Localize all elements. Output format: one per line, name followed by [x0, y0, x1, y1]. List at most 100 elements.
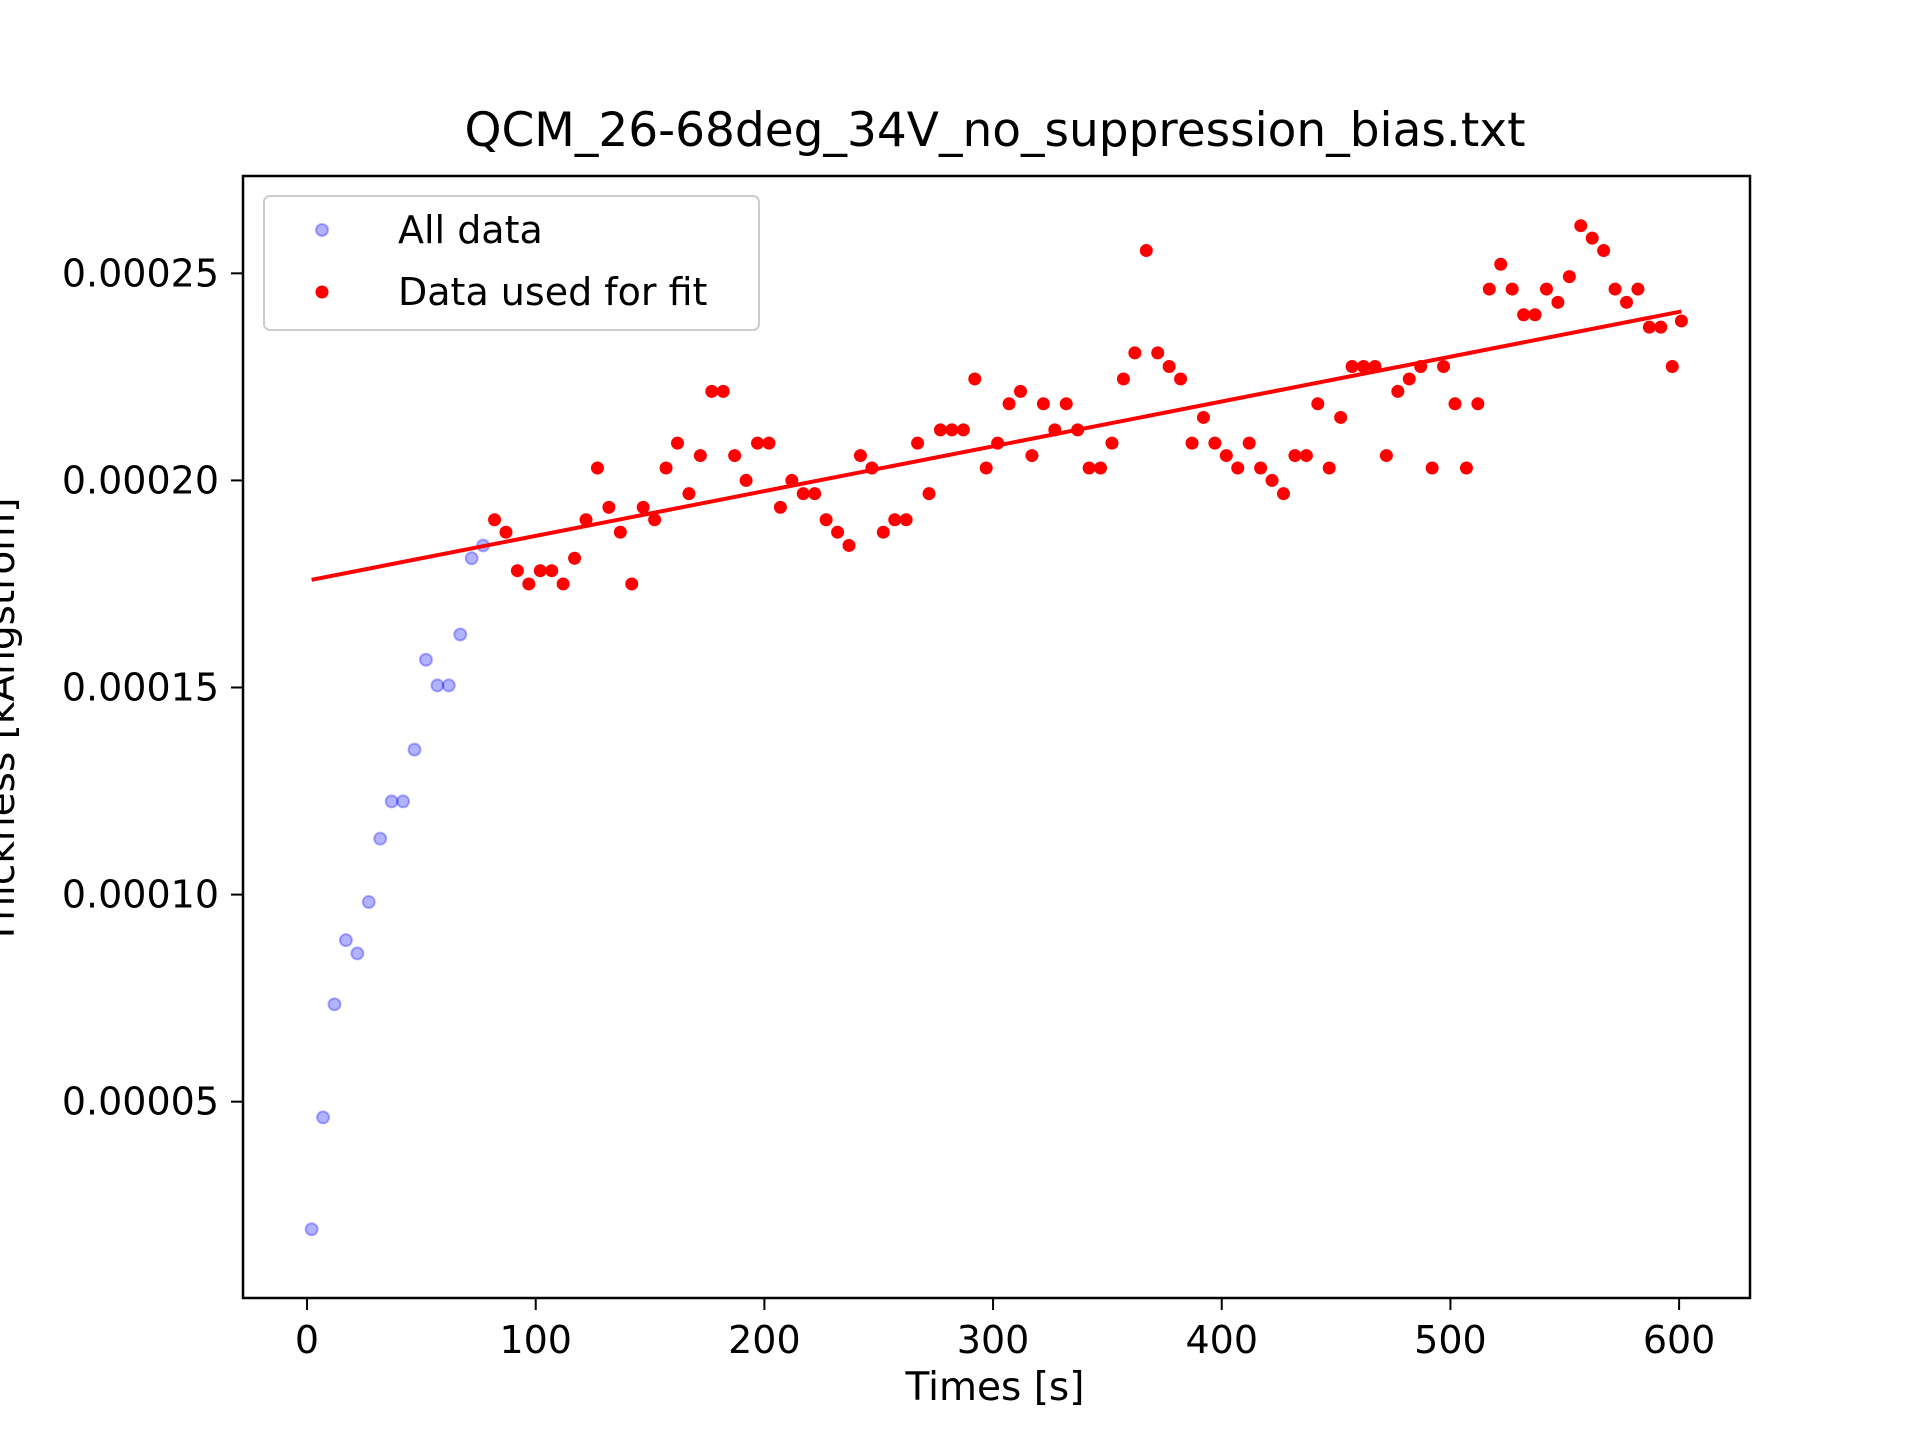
fit-data-point: [922, 487, 936, 501]
fit-data-point: [1379, 449, 1393, 463]
all-data-point: [327, 997, 342, 1012]
fit-data-point: [1071, 423, 1085, 437]
fit-data-point: [682, 487, 696, 501]
fit-data-point: [1357, 360, 1371, 374]
fit-data-point: [1597, 244, 1611, 258]
fit-data-point: [1345, 360, 1359, 374]
legend: All data Data used for fit: [263, 195, 760, 331]
fit-data-point: [728, 449, 742, 463]
fit-data-point: [1025, 449, 1039, 463]
all-data-point: [407, 742, 422, 757]
fit-data-point: [785, 473, 799, 487]
fit-data-point: [773, 500, 787, 514]
fit-data-point: [1322, 461, 1336, 475]
legend-marker-all-data: [315, 223, 329, 237]
plot-area: [304, 219, 1688, 1237]
all-data-point: [396, 794, 411, 809]
fit-data-point: [1265, 473, 1279, 487]
fit-data-point: [1425, 461, 1439, 475]
fit-data-point: [865, 461, 879, 475]
legend-marker-fit-data: [315, 285, 329, 299]
legend-box: [263, 195, 760, 331]
x-tick-label: 0: [295, 1318, 319, 1362]
all-data-point: [453, 627, 468, 642]
fit-data-point: [991, 436, 1005, 450]
y-tick-label: 0.00010: [62, 873, 219, 917]
fit-data-point: [1574, 219, 1588, 233]
fit-data-point: [842, 538, 856, 552]
y-axis-label: Thickness [kAngstrom]: [0, 498, 24, 946]
fit-data-point: [1437, 360, 1451, 374]
all-data-point: [441, 678, 456, 693]
fit-data-point: [1642, 320, 1656, 334]
fit-data-point: [556, 577, 570, 591]
fit-data-point: [1562, 270, 1576, 284]
fit-data-point: [716, 384, 730, 398]
fit-data-point: [510, 564, 524, 578]
fit-data-point: [1185, 436, 1199, 450]
all-data-point: [430, 678, 445, 693]
chart-title: QCM_26-68deg_34V_no_suppression_bias.txt: [464, 103, 1525, 158]
fit-data-point: [1254, 461, 1268, 475]
all-data-point: [350, 946, 365, 961]
fit-data-point: [1551, 295, 1565, 309]
y-tick-label: 0.00015: [62, 666, 219, 710]
fit-data-point: [1311, 397, 1325, 411]
fit-data-point: [522, 577, 536, 591]
fit-data-point: [1482, 282, 1496, 296]
fit-data-point: [1585, 231, 1599, 245]
fit-data-point: [1139, 244, 1153, 258]
fit-data-point: [1654, 320, 1668, 334]
fit-data-point: [1334, 410, 1348, 424]
fit-data-point: [739, 473, 753, 487]
fit-data-point: [1288, 449, 1302, 463]
fit-data-point: [1448, 397, 1462, 411]
fit-data-point: [1002, 397, 1016, 411]
all-data-point: [418, 652, 433, 667]
fit-data-point: [1208, 436, 1222, 450]
all-data-point: [384, 794, 399, 809]
legend-label-fit-data: Data used for fit: [398, 270, 707, 314]
fit-data-point: [693, 449, 707, 463]
fit-data-point: [1196, 410, 1210, 424]
fit-data-point: [911, 436, 925, 450]
fit-data-point: [670, 436, 684, 450]
fit-data-point: [1674, 314, 1688, 328]
fit-data-point: [831, 525, 845, 539]
fit-data-point: [1116, 372, 1130, 386]
fit-data-point: [1048, 423, 1062, 437]
fit-data-point: [888, 513, 902, 527]
fit-data-point: [876, 525, 890, 539]
fit-data-point: [659, 461, 673, 475]
fit-data-point: [625, 577, 639, 591]
all-data-point: [361, 895, 376, 910]
fit-data-point: [853, 449, 867, 463]
x-tick-label: 200: [728, 1318, 801, 1362]
all-data-point: [304, 1222, 319, 1237]
fit-data-point: [1471, 397, 1485, 411]
all-data-point: [373, 831, 388, 846]
fit-data-point: [1299, 449, 1313, 463]
all-data-point: [464, 551, 479, 566]
fit-data-point: [796, 487, 810, 501]
plot-frame: [241, 174, 1752, 1300]
all-data-point: [316, 1110, 331, 1125]
fit-data-point: [533, 564, 547, 578]
x-tick-label: 500: [1414, 1318, 1487, 1362]
fit-data-point: [1036, 397, 1050, 411]
fit-data-point: [899, 513, 913, 527]
fit-data-point: [1505, 282, 1519, 296]
fit-data-point: [499, 525, 513, 539]
fit-data-point: [1082, 461, 1096, 475]
x-tick-label: 300: [957, 1318, 1030, 1362]
fit-data-point: [979, 461, 993, 475]
fit-data-point: [1391, 384, 1405, 398]
all-data-point: [338, 933, 353, 948]
fit-data-point: [1459, 461, 1473, 475]
fit-data-point: [1276, 487, 1290, 501]
legend-label-all-data: All data: [398, 208, 543, 252]
fit-data-point: [1219, 449, 1233, 463]
fit-data-point: [1242, 436, 1256, 450]
fit-data-point: [648, 513, 662, 527]
fit-data-point: [1631, 282, 1645, 296]
